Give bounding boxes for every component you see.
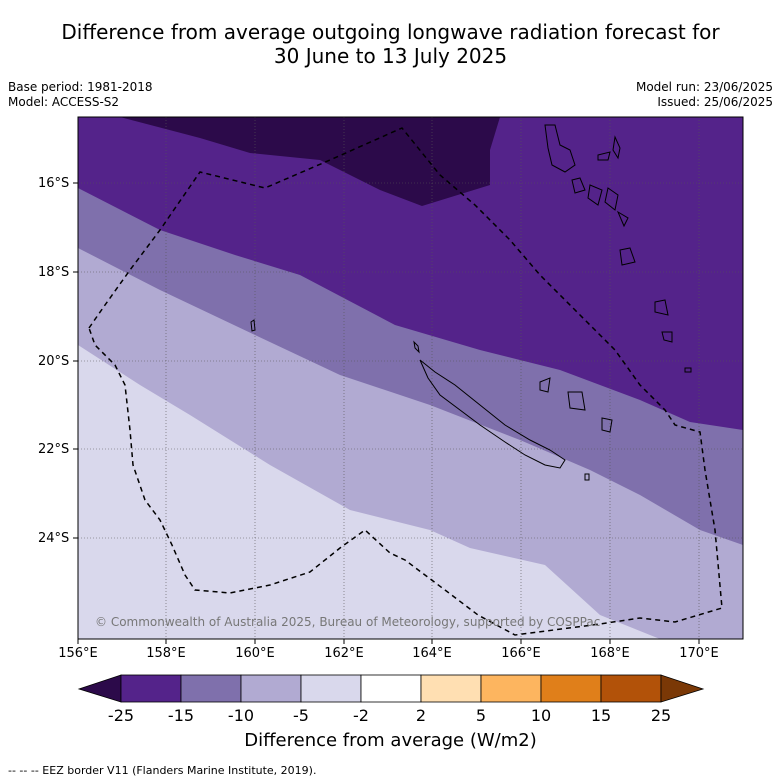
map-area <box>78 117 743 639</box>
lon-tick-label: 156°E <box>58 646 98 661</box>
colorbar-tick-label: 2 <box>415 706 427 725</box>
colorbar-extend-low <box>77 674 122 703</box>
colorbar-segment-4 <box>300 674 362 703</box>
copyright-notice: © Commonwealth of Australia 2025, Bureau… <box>95 615 601 629</box>
eez-footnote: -- -- -- EEZ border V11 (Flanders Marine… <box>8 764 317 777</box>
vanuatu-island-8 <box>619 247 636 266</box>
gridlines <box>78 117 743 639</box>
lon-tick-label: 170°E <box>679 646 719 661</box>
band-below-minus25 <box>120 117 500 206</box>
loyalty-island-2 <box>567 391 586 411</box>
title-line-2: 30 June to 13 July 2025 <box>273 44 508 68</box>
lat-tick-label: 22°S <box>38 442 70 457</box>
lat-tick-label: 18°S <box>38 265 70 280</box>
vanuatu-island-1 <box>544 124 576 173</box>
colorbar-extend-high <box>660 674 705 703</box>
colorbar-segment-1 <box>120 674 182 703</box>
colorbar-tick-label: 15 <box>590 706 612 725</box>
model-run: Model run: 23/06/2025 <box>635 80 773 94</box>
small-islet-1 <box>684 367 692 373</box>
colorbar-segment-7 <box>480 674 542 703</box>
map-frame <box>77 116 744 640</box>
vanuatu-island-3 <box>597 151 611 161</box>
loyalty-island-3 <box>601 417 613 433</box>
band-minus25-minus15 <box>78 117 743 430</box>
meta-right: Model run: 23/06/2025 Issued: 25/06/2025 <box>636 80 773 110</box>
matthew-island <box>654 299 669 316</box>
colorbar-segment-8 <box>540 674 602 703</box>
title-line-1: Difference from average outgoing longwav… <box>61 20 720 44</box>
colorbar-segment-3 <box>240 674 302 703</box>
vanuatu-island-7 <box>616 210 629 228</box>
lon-tick-label: 166°E <box>501 646 541 661</box>
lon-tick-label: 158°E <box>146 646 186 661</box>
lat-tick-label: 20°S <box>38 354 70 369</box>
map-title: Difference from average outgoing longwav… <box>0 20 781 68</box>
colorbar-segment-2 <box>180 674 242 703</box>
meta-left: Base period: 1981-2018 Model: ACCESS-S2 <box>8 80 153 110</box>
lon-tick-label: 160°E <box>235 646 275 661</box>
vanuatu-island-2 <box>612 135 621 160</box>
colorbar-tick-label: 25 <box>650 706 672 725</box>
lat-tick-label: 24°S <box>38 531 70 546</box>
lat-tick-label: 16°S <box>38 176 70 191</box>
eez-border <box>88 127 723 636</box>
small-islet-2 <box>584 473 590 481</box>
colorbar-tick-label: 10 <box>530 706 552 725</box>
colorbar-segment-5 <box>360 674 422 703</box>
colorbar-tick-label: -2 <box>353 706 369 725</box>
vanuatu-island-6 <box>604 187 619 211</box>
vanuatu-island-4 <box>571 177 586 194</box>
lon-tick-label: 162°E <box>324 646 364 661</box>
model-name: Model: ACCESS-S2 <box>8 95 120 109</box>
colorbar-tick-label: -10 <box>227 706 255 725</box>
colorbar-tick-label: -15 <box>167 706 195 725</box>
lon-tick-label: 168°E <box>590 646 630 661</box>
new-caledonia <box>419 359 566 469</box>
loyalty-island-1 <box>539 377 551 393</box>
colorbar <box>77 674 705 703</box>
colorbar-label: Difference from average (W/m2) <box>244 730 537 751</box>
islands <box>250 124 692 481</box>
colorbar-segment-6 <box>420 674 482 703</box>
belep-islands <box>413 340 420 354</box>
colorbar-tick-label: -5 <box>293 706 309 725</box>
lon-tick-label: 164°E <box>412 646 452 661</box>
vanuatu-island-5 <box>587 184 603 206</box>
colorbar-tick-label: -25 <box>107 706 135 725</box>
tick-marks <box>73 182 700 644</box>
chesterfield-reef <box>250 319 256 332</box>
colorbar-tick-label: 5 <box>475 706 487 725</box>
base-period: Base period: 1981-2018 <box>8 80 153 94</box>
hunter-island <box>661 331 673 343</box>
issued-date: Issued: 25/06/2025 <box>657 95 773 109</box>
colorbar-segment-9 <box>600 674 662 703</box>
